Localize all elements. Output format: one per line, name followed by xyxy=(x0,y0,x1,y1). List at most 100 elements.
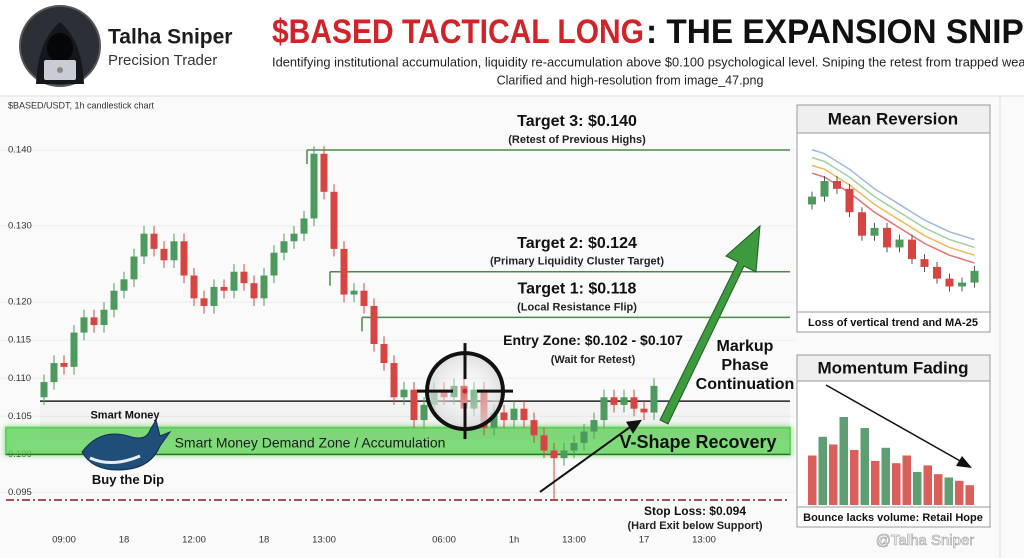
y-tick-label: 0.110 xyxy=(8,373,31,384)
candle-body xyxy=(190,275,198,299)
volume-bar xyxy=(839,417,848,505)
volume-bar xyxy=(944,477,953,505)
markup-label: Phase xyxy=(721,357,768,374)
candle-body xyxy=(580,431,588,443)
volume-bar xyxy=(902,455,911,505)
demand-zone-label: Smart Money Demand Zone / Accumulation xyxy=(175,435,446,451)
candle-body xyxy=(510,408,518,421)
volume-bar xyxy=(850,450,859,505)
recovery-label: V-Shape Recovery xyxy=(619,432,776,452)
inset-title: Momentum Fading xyxy=(817,358,968,377)
mini-candle xyxy=(945,278,954,287)
mini-candle xyxy=(808,196,816,205)
volume-bar xyxy=(860,428,869,505)
volume-bar xyxy=(923,465,932,505)
fade-arrowhead xyxy=(956,456,972,468)
mini-candle xyxy=(933,266,941,279)
candle-body xyxy=(570,442,578,451)
mini-candle xyxy=(958,282,966,287)
candle-body xyxy=(160,248,168,261)
candle-body xyxy=(170,241,178,261)
candle-body xyxy=(640,408,648,413)
author-role: Precision Trader xyxy=(108,52,217,69)
volume-bar xyxy=(881,447,890,505)
volume-bar xyxy=(808,455,817,505)
candle-body xyxy=(340,248,348,295)
candle-body xyxy=(630,397,638,409)
entry-label: Entry Zone: $0.102 - $0.107 xyxy=(503,332,683,348)
candle-body xyxy=(240,271,248,284)
candle-body xyxy=(490,412,498,428)
crosshair-center xyxy=(462,388,468,394)
mini-candle xyxy=(970,270,979,283)
header-bg xyxy=(0,0,1024,96)
title-highlight: $BASED TACTICAL LONG xyxy=(272,13,644,51)
candle-body xyxy=(210,286,218,306)
candle-body xyxy=(360,290,368,306)
candle-body xyxy=(600,397,608,421)
volume-bar xyxy=(871,461,880,505)
inset-caption-bg xyxy=(796,311,991,333)
stop-label: Stop Loss: $0.094 xyxy=(644,504,746,518)
mini-candle xyxy=(845,188,854,213)
ma-line xyxy=(811,149,975,241)
whale-top: Smart Money xyxy=(90,410,160,422)
x-tick-label: 06:00 xyxy=(432,535,456,546)
fade-arrow xyxy=(825,384,963,463)
inset-panel xyxy=(796,104,991,333)
mini-candle xyxy=(833,181,841,189)
y-tick-label: 0.105 xyxy=(8,411,32,422)
markup-label: Continuation xyxy=(696,376,795,393)
inset-title-bg xyxy=(796,104,991,134)
candle-body xyxy=(270,252,278,276)
whale-belly xyxy=(89,454,141,464)
inset-title: Mean Reversion xyxy=(828,109,958,128)
volume-bar xyxy=(913,472,922,505)
whale xyxy=(81,418,172,471)
stop-note: (Hard Exit below Support) xyxy=(627,520,762,532)
whale-bottom: Buy the Dip xyxy=(92,472,164,487)
mini-candle xyxy=(858,212,866,236)
mini-candle xyxy=(820,181,829,197)
x-tick-label: 13:00 xyxy=(312,535,336,546)
candle-body xyxy=(520,408,528,421)
candle-body xyxy=(380,344,388,364)
candle-body xyxy=(80,317,88,333)
candle-body xyxy=(350,290,358,295)
candle-body xyxy=(370,305,378,345)
candle-body xyxy=(110,290,118,310)
inset-caption: Loss of vertical trend and MA-25 xyxy=(808,317,978,329)
candle-body xyxy=(320,153,328,192)
candle-body xyxy=(650,385,658,413)
candle-body xyxy=(590,420,598,432)
y-tick-label: 0.140 xyxy=(8,144,32,155)
candle-body xyxy=(620,397,628,405)
volume-bar xyxy=(934,474,943,505)
candle-body xyxy=(90,317,98,325)
y-tick-label: 0.120 xyxy=(8,297,32,308)
target-note: (Primary Liquidity Cluster Target) xyxy=(490,256,664,268)
candle-body xyxy=(70,332,78,367)
target-label: Target 1: $0.118 xyxy=(518,281,637,298)
candle-body xyxy=(560,450,568,459)
mini-candle xyxy=(870,227,879,236)
chart-title: $BASED/USDT, 1h candlestick chart xyxy=(8,100,155,110)
inset-caption-bg xyxy=(796,506,991,528)
candle-body xyxy=(60,363,68,367)
ma-line xyxy=(811,156,975,249)
subtitle-note: Clarified and high-resolution from image… xyxy=(497,73,764,87)
candle-body xyxy=(330,191,338,249)
volume-bar xyxy=(955,480,964,505)
volume-bar xyxy=(829,444,838,505)
candle-body xyxy=(410,389,418,421)
ma-line xyxy=(811,164,975,256)
x-tick-label: 13:00 xyxy=(692,535,716,546)
candle-body xyxy=(420,404,428,421)
subtitle: Identifying institutional accumulation, … xyxy=(272,55,1024,69)
candle-body xyxy=(220,286,228,291)
avatar xyxy=(19,5,101,87)
candle-body xyxy=(540,435,548,451)
candle-body xyxy=(290,233,298,242)
